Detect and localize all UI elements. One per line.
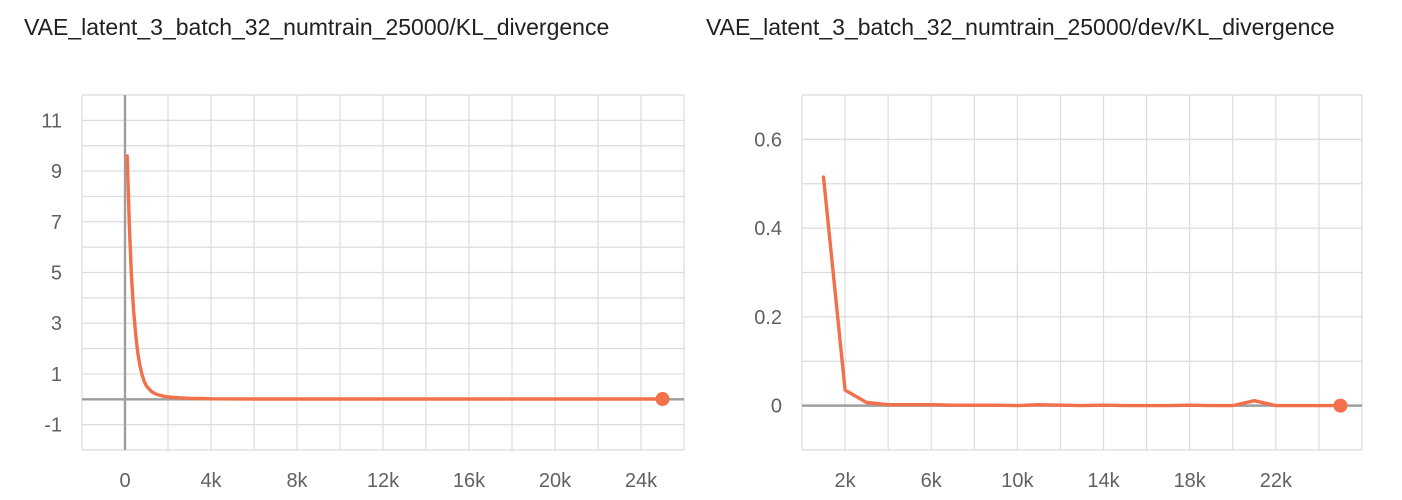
y-tick-label: 9 bbox=[51, 161, 62, 183]
y-tick-label: 1 bbox=[51, 364, 62, 386]
x-tick-label: 24k bbox=[625, 470, 658, 492]
x-tick-label: 14k bbox=[1087, 470, 1120, 492]
chart-panel-dev: VAE_latent_3_batch_32_numtrain_25000/dev… bbox=[700, 0, 1402, 500]
y-tick-label: 7 bbox=[51, 212, 62, 234]
x-tick-label: 12k bbox=[367, 470, 400, 492]
line-chart-train-kl[interactable]: 11 9 7 5 3 1 -1 0 4k 8k 12k 16k 20k 24k bbox=[0, 0, 700, 500]
y-tick-label: 0.2 bbox=[754, 307, 782, 329]
y-tick-label: 3 bbox=[51, 313, 62, 335]
y-tick-label: 0 bbox=[771, 396, 782, 418]
x-tick-label: 4k bbox=[200, 470, 222, 492]
y-tick-label: 5 bbox=[51, 263, 62, 285]
x-tick-label: 10k bbox=[1001, 470, 1034, 492]
y-tick-label: 0.4 bbox=[754, 218, 782, 240]
chart-title: VAE_latent_3_batch_32_numtrain_25000/dev… bbox=[706, 14, 1335, 40]
chart-panel-train: VAE_latent_3_batch_32_numtrain_25000/KL_… bbox=[0, 0, 700, 500]
x-tick-label: 20k bbox=[539, 470, 572, 492]
series-last-point[interactable] bbox=[655, 392, 670, 407]
series-line bbox=[821, 175, 1343, 408]
y-tick-label: 0.6 bbox=[754, 129, 782, 151]
line-chart-dev-kl[interactable]: 0.6 0.4 0.2 0 2k 6k 10k 14k 18k 22k bbox=[700, 0, 1402, 500]
x-tick-label: 16k bbox=[453, 470, 486, 492]
x-tick-label: 6k bbox=[921, 470, 943, 492]
x-tick-label: 18k bbox=[1174, 470, 1207, 492]
y-tick-label: -1 bbox=[44, 415, 62, 437]
x-tick-label: 22k bbox=[1260, 470, 1293, 492]
y-tick-label: 11 bbox=[41, 110, 62, 132]
chart-title: VAE_latent_3_batch_32_numtrain_25000/KL_… bbox=[24, 14, 610, 40]
series-line bbox=[125, 154, 665, 401]
x-tick-label: 0 bbox=[119, 470, 130, 492]
x-tick-label: 8k bbox=[286, 470, 308, 492]
series-last-point[interactable] bbox=[1333, 398, 1348, 413]
x-tick-label: 2k bbox=[835, 470, 857, 492]
